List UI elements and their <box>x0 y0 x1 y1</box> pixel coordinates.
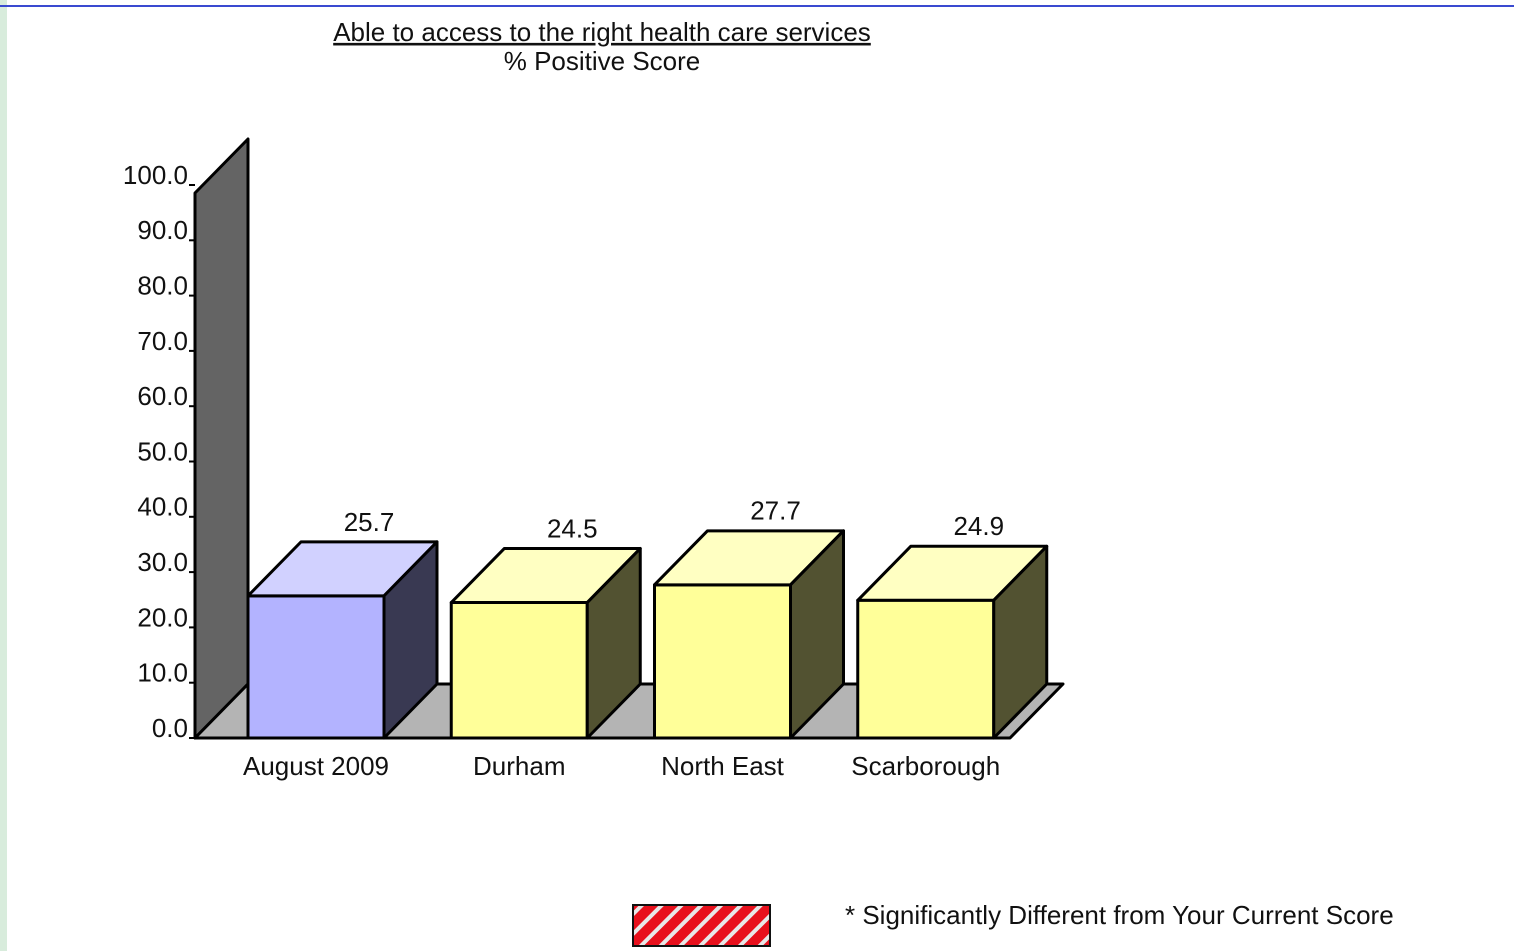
x-tick-label: Scarborough <box>851 751 1000 781</box>
bar-front <box>856 598 996 740</box>
legend-swatch <box>632 904 771 947</box>
bar-side <box>789 529 845 740</box>
x-tick-label: Durham <box>473 751 565 781</box>
bar-side <box>585 547 642 740</box>
bar-side <box>992 544 1049 740</box>
left-strip <box>0 0 7 951</box>
value-label: 24.9 <box>953 511 1004 541</box>
x-tick-label: August 2009 <box>243 751 389 781</box>
y-tick-label: 80.0 <box>137 270 188 300</box>
bar-side <box>382 540 439 740</box>
y-tick-label: 0.0 <box>152 713 188 743</box>
y-tick-label: 60.0 <box>137 381 188 411</box>
y-tick-label: 20.0 <box>137 602 188 632</box>
bar <box>246 540 439 740</box>
bar <box>449 547 642 740</box>
legend-note: * Significantly Different from Your Curr… <box>845 900 1394 930</box>
bar <box>653 529 845 740</box>
y-tick-label: 10.0 <box>137 658 188 688</box>
bar <box>856 544 1049 740</box>
chart-subtitle: % Positive Score <box>504 46 701 76</box>
y-tick-label: 50.0 <box>137 436 188 466</box>
x-tick-label: North East <box>661 751 785 781</box>
value-label: 24.5 <box>547 513 598 543</box>
bar-front <box>653 583 792 740</box>
bar-front <box>449 601 589 740</box>
chart-title: Able to access to the right health care … <box>333 17 871 47</box>
y-tick-label: 70.0 <box>137 326 188 356</box>
y-tick-label: 100.0 <box>123 160 188 190</box>
y-tick-label: 90.0 <box>137 215 188 245</box>
y-tick-label: 30.0 <box>137 547 188 577</box>
value-label: 25.7 <box>344 507 395 537</box>
value-label: 27.7 <box>750 496 801 526</box>
back-wall <box>193 137 250 740</box>
bar-front <box>246 594 386 740</box>
y-tick-label: 40.0 <box>137 492 188 522</box>
